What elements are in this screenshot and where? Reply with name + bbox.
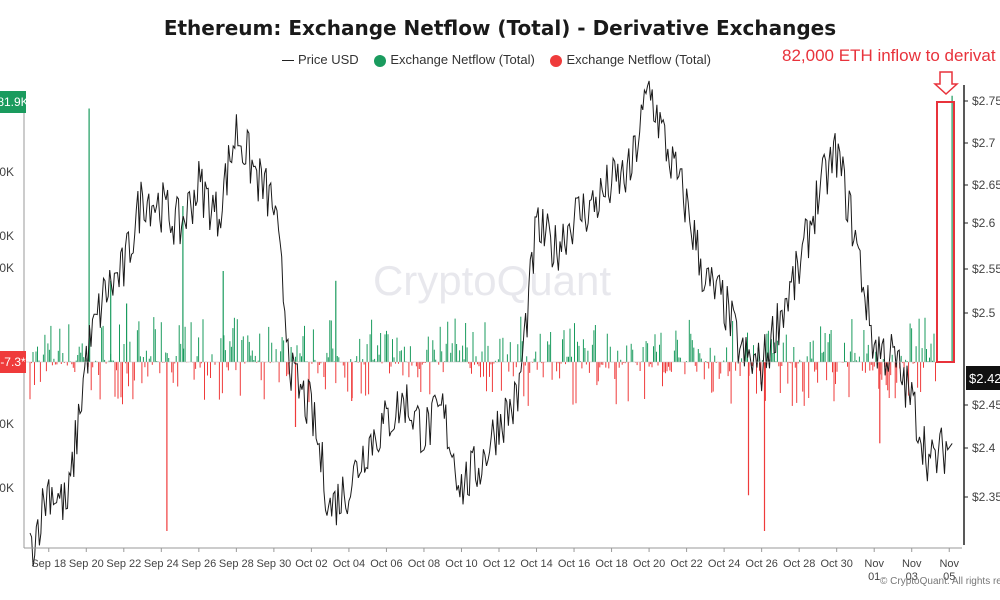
right-tick-label: $2.5	[972, 306, 996, 320]
annotation-text: 82,000 ETH inflow to derivat	[782, 46, 996, 65]
right-tick-label: $2.65	[972, 178, 1000, 192]
x-tick-label: 05	[943, 571, 955, 583]
x-tick-label: Sep 20	[69, 558, 104, 570]
left-tick-label: 40K	[0, 229, 14, 243]
watermark-logo: CryptoQuant	[373, 257, 611, 304]
right-tick-label: $2.55	[972, 262, 1000, 276]
badge-zero-left	[0, 351, 26, 373]
legend-dot-green-icon	[374, 54, 387, 67]
legend-line-icon	[282, 60, 294, 62]
right-tick-label: $2.35	[972, 490, 1000, 504]
legend-item-netflow-positive[interactable]: Exchange Netflow (Total)	[374, 52, 535, 67]
badge-zero-left-label: -7.3*	[0, 355, 26, 369]
right-tick-label: $2.7	[972, 136, 996, 150]
x-tick-label: 03	[906, 571, 918, 583]
left-tick-label: 20K	[0, 261, 14, 275]
x-tick-label: Oct 24	[708, 558, 740, 570]
x-tick-label: Oct 22	[670, 558, 702, 570]
legend-item-netflow-negative[interactable]: Exchange Netflow (Total)	[550, 52, 711, 67]
x-tick-label: Oct 16	[558, 558, 590, 570]
left-tick-label: -20K	[0, 417, 14, 431]
right-tick-label: $2.4	[972, 441, 996, 455]
x-tick-label: Nov	[864, 558, 884, 570]
x-tick-label: Sep 30	[256, 558, 291, 570]
x-tick-label: Oct 20	[633, 558, 665, 570]
badge-top-left	[0, 91, 26, 113]
x-tick-label: Sep 18	[31, 558, 66, 570]
right-tick-label: $2.6	[972, 216, 996, 230]
x-tick-label: Oct 08	[408, 558, 440, 570]
copyright-text: © CryptoQuant. All rights reserve	[880, 576, 1000, 587]
down-arrow-icon	[933, 71, 959, 96]
legend-label: Exchange Netflow (Total)	[390, 52, 535, 68]
price-line	[29, 80, 953, 567]
badge-current-price-label: $2.42	[969, 371, 1000, 386]
right-tick-label: $2.75	[972, 94, 1000, 108]
x-tick-label: Sep 22	[106, 558, 141, 570]
left-tick-label: -30K	[0, 481, 14, 495]
x-tick-label: 01	[868, 571, 880, 583]
badge-current-price	[966, 366, 1000, 390]
left-tick-label: 60K	[0, 165, 14, 179]
legend-dot-red-icon	[550, 54, 563, 67]
x-tick-label: Nov	[902, 558, 922, 570]
x-tick-label: Oct 30	[820, 558, 852, 570]
x-tick-label: Oct 12	[483, 558, 515, 570]
highlight-box	[936, 101, 955, 363]
legend-label: Exchange Netflow (Total)	[566, 52, 711, 68]
legend: Price USD Exchange Netflow (Total) Excha…	[282, 51, 723, 67]
x-tick-label: Oct 04	[333, 558, 365, 570]
x-tick-label: Sep 24	[144, 558, 179, 570]
x-tick-label: Oct 18	[595, 558, 627, 570]
x-tick-label: Oct 10	[445, 558, 477, 570]
x-tick-label: Oct 28	[783, 558, 815, 570]
legend-label: Price USD	[298, 52, 359, 68]
chart-title: Ethereum: Exchange Netflow (Total) - Der…	[163, 16, 837, 40]
legend-item-price[interactable]: Price USD	[282, 52, 359, 67]
badge-top-left-label: 81.9K	[0, 95, 29, 109]
x-tick-label: Sep 26	[181, 558, 216, 570]
x-tick-label: Oct 06	[370, 558, 402, 570]
x-tick-label: Oct 02	[295, 558, 327, 570]
x-tick-label: Sep 28	[219, 558, 254, 570]
right-tick-label: $2.45	[972, 398, 1000, 412]
x-tick-label: Oct 26	[745, 558, 777, 570]
x-tick-label: Oct 14	[520, 558, 552, 570]
x-tick-label: Nov	[939, 558, 959, 570]
